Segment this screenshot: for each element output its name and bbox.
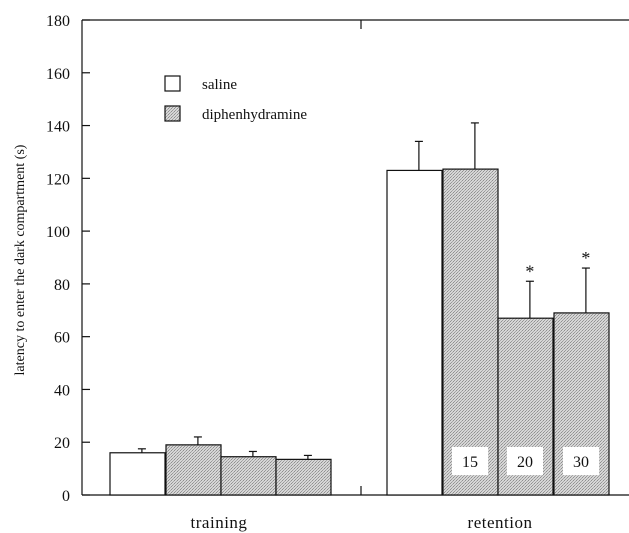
bar-retention-diphenhydramine-5 bbox=[442, 168, 499, 496]
dose-label: 20 bbox=[517, 454, 533, 471]
dose-label-box bbox=[452, 447, 488, 475]
y-tick-label: 160 bbox=[46, 66, 70, 83]
y-tick-label: 120 bbox=[46, 171, 70, 188]
bar-training-diphenhydramine-3 bbox=[275, 458, 332, 496]
dose-label: 15 bbox=[462, 454, 478, 471]
legend-swatch-saline bbox=[164, 75, 181, 92]
legend: saline diphenhydramine bbox=[164, 75, 307, 123]
legend-swatch-diphenhydramine bbox=[164, 105, 181, 122]
x-group-label-retention: retention bbox=[468, 513, 533, 532]
y-tick-label: 20 bbox=[54, 435, 70, 452]
dose-label: 30 bbox=[573, 454, 589, 471]
y-tick-label: 40 bbox=[54, 382, 70, 399]
bar-retention-saline-4 bbox=[386, 169, 443, 496]
bar-training-saline-0 bbox=[109, 452, 166, 496]
dose-label-box bbox=[563, 447, 599, 475]
y-tick-label: 180 bbox=[46, 13, 70, 30]
bar-training-diphenhydramine-1 bbox=[165, 444, 222, 496]
dose-label-box bbox=[507, 447, 543, 475]
x-group-label-training: training bbox=[191, 513, 248, 532]
y-tick-label: 80 bbox=[54, 277, 70, 294]
y-tick-label: 100 bbox=[46, 224, 70, 241]
legend-label: diphenhydramine bbox=[202, 107, 307, 123]
y-axis: 0 20 40 60 80 100 120 140 160 180 bbox=[46, 13, 90, 505]
y-tick-label: 0 bbox=[62, 488, 70, 505]
significance-marker: * bbox=[581, 248, 590, 268]
y-tick-label: 140 bbox=[46, 119, 70, 136]
legend-label: saline bbox=[202, 77, 237, 93]
bars: * * 15 20 30 bbox=[109, 122, 610, 496]
y-axis-label: latency to enter the dark compartment (s… bbox=[13, 144, 28, 375]
y-tick-label: 60 bbox=[54, 330, 70, 347]
bar-training-diphenhydramine-2 bbox=[220, 456, 277, 496]
significance-marker: * bbox=[525, 261, 534, 281]
